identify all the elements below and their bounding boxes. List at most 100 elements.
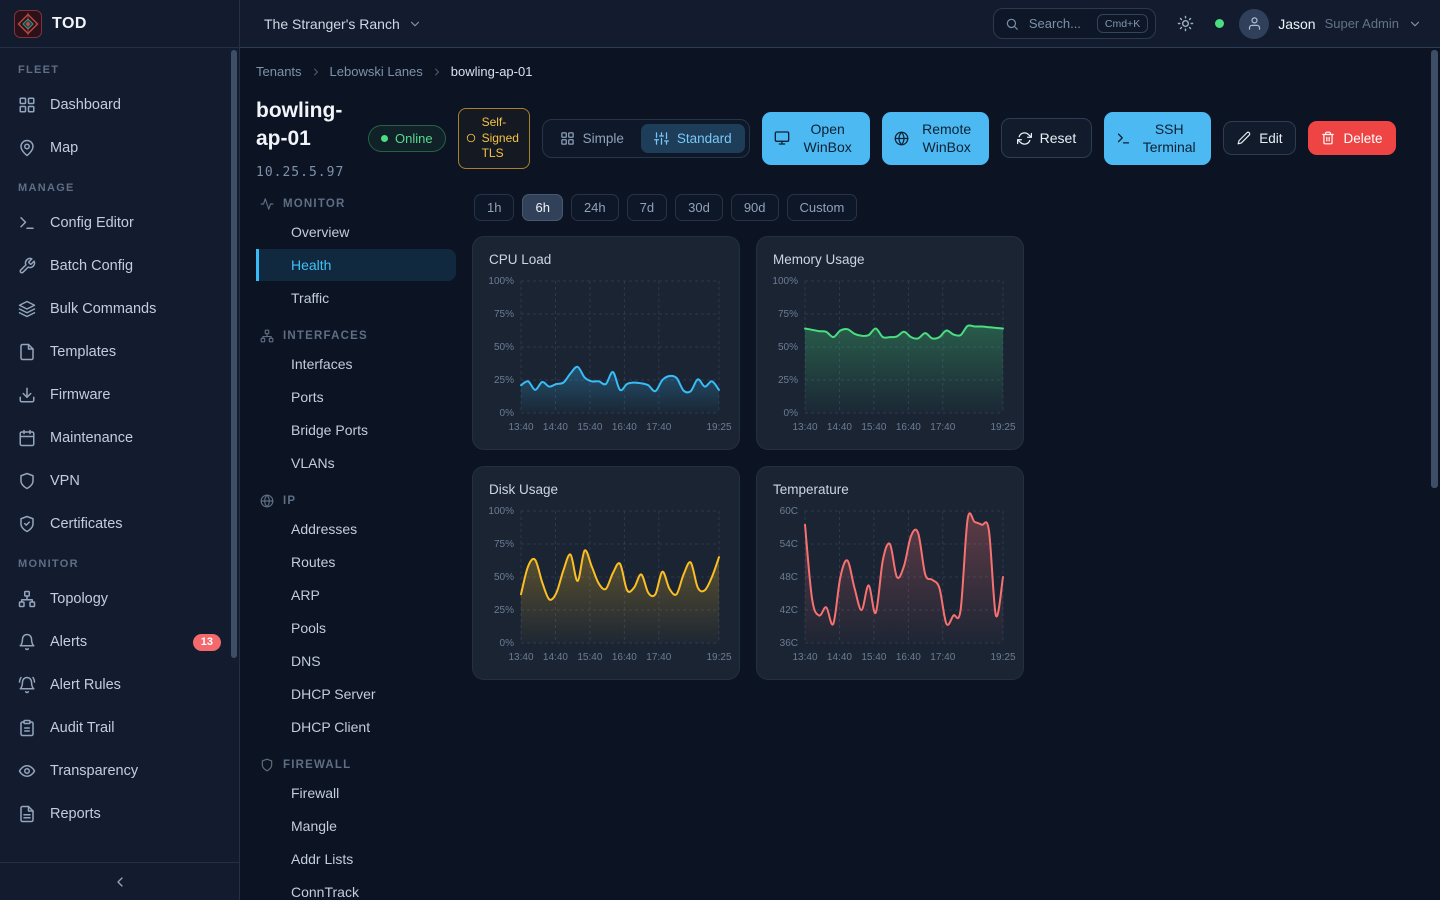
tenant-selector[interactable]: The Stranger's Ranch [258, 15, 428, 33]
sidebar-item-firmware[interactable]: Firmware [8, 375, 231, 415]
ssh-terminal-button[interactable]: SSH Terminal [1104, 112, 1211, 164]
view-mode-toggle: SimpleStandard [542, 119, 750, 158]
sidebar-item-bulk-commands[interactable]: Bulk Commands [8, 289, 231, 329]
sidebar-item-certificates[interactable]: Certificates [8, 504, 231, 544]
nav-section-manage: MANAGE [18, 182, 221, 194]
delete-button[interactable]: Delete [1308, 121, 1395, 155]
sidebar-item-vpn[interactable]: VPN [8, 461, 231, 501]
sidebar-nav: FLEETDashboardMapMANAGEConfig EditorBatc… [0, 48, 239, 862]
time-range-6h[interactable]: 6h [522, 194, 562, 221]
subnav-item-health[interactable]: Health [256, 249, 456, 281]
svg-text:54C: 54C [780, 539, 798, 550]
mode-option-standard[interactable]: Standard [641, 124, 745, 153]
time-range-30d[interactable]: 30d [675, 194, 723, 221]
svg-text:0%: 0% [784, 408, 799, 419]
subnav-item-routes[interactable]: Routes [256, 546, 456, 578]
map-pin-icon [18, 139, 36, 157]
svg-text:50%: 50% [494, 572, 514, 583]
app-title: TOD [52, 15, 87, 33]
reset-button[interactable]: Reset [1001, 118, 1093, 158]
subnav-item-dns[interactable]: DNS [256, 645, 456, 677]
svg-text:14:40: 14:40 [543, 422, 568, 433]
sidebar-item-config-editor[interactable]: Config Editor [8, 203, 231, 243]
svg-text:14:40: 14:40 [827, 652, 852, 663]
sidebar-item-label: Audit Trail [50, 720, 114, 736]
sidebar-item-audit-trail[interactable]: Audit Trail [8, 708, 231, 748]
delete-label: Delete [1343, 131, 1382, 146]
sidebar-scrollbar[interactable] [231, 50, 237, 658]
remote-winbox-button[interactable]: Remote WinBox [882, 112, 989, 164]
subnav-item-dhcp-client[interactable]: DHCP Client [256, 711, 456, 743]
subnav-item-overview[interactable]: Overview [256, 216, 456, 248]
time-range-custom[interactable]: Custom [787, 194, 858, 221]
sidebar-item-topology[interactable]: Topology [8, 579, 231, 619]
subnav-item-mangle[interactable]: Mangle [256, 810, 456, 842]
time-range-1h[interactable]: 1h [474, 194, 514, 221]
subnav-item-firewall[interactable]: Firewall [256, 777, 456, 809]
sliders-icon [654, 131, 669, 146]
subnav-item-conntrack[interactable]: ConnTrack [256, 876, 456, 900]
open-winbox-button[interactable]: Open WinBox [762, 112, 870, 164]
subnav-item-traffic[interactable]: Traffic [256, 282, 456, 314]
monitor-icon [774, 130, 790, 146]
sidebar-item-transparency[interactable]: Transparency [8, 751, 231, 791]
sidebar-item-maintenance[interactable]: Maintenance [8, 418, 231, 458]
subnav-item-vlans[interactable]: VLANs [256, 447, 456, 479]
subnav-item-addr-lists[interactable]: Addr Lists [256, 843, 456, 875]
search-field[interactable] [1027, 15, 1089, 32]
sidebar-item-batch-config[interactable]: Batch Config [8, 246, 231, 286]
alerts-count-badge: 13 [193, 634, 221, 651]
sidebar-item-map[interactable]: Map [8, 128, 231, 168]
main-scrollbar[interactable] [1431, 50, 1438, 488]
chart-grid: CPU Load100%75%50%25%0%13:4014:4015:4016… [472, 236, 1024, 680]
status-badge: Online [368, 125, 446, 152]
svg-text:16:40: 16:40 [612, 652, 637, 663]
sidebar-collapse-button[interactable] [0, 862, 239, 900]
bell-ring-icon [18, 676, 36, 694]
activity-icon [260, 197, 274, 211]
sidebar-item-label: Config Editor [50, 215, 134, 231]
time-range-90d[interactable]: 90d [731, 194, 779, 221]
sidebar-item-templates[interactable]: Templates [8, 332, 231, 372]
svg-text:13:40: 13:40 [508, 422, 533, 433]
time-range-7d[interactable]: 7d [627, 194, 667, 221]
svg-text:0%: 0% [500, 638, 515, 649]
theme-toggle-button[interactable] [1171, 14, 1200, 33]
chart-plot: 60C54C48C42C36C13:4014:4015:4016:4017:40… [771, 503, 1009, 667]
breadcrumb-tenants[interactable]: Tenants [256, 64, 302, 79]
sidebar-item-alert-rules[interactable]: Alert Rules [8, 665, 231, 705]
subnav-item-interfaces[interactable]: Interfaces [256, 348, 456, 380]
shield-icon [18, 472, 36, 490]
chevron-left-icon [112, 874, 128, 890]
search-input[interactable]: Cmd+K [993, 8, 1156, 39]
sidebar-item-label: Maintenance [50, 430, 133, 446]
subnav-item-addresses[interactable]: Addresses [256, 513, 456, 545]
svg-text:15:40: 15:40 [577, 652, 602, 663]
user-role: Super Admin [1325, 16, 1399, 31]
user-menu[interactable]: Jason Super Admin [1239, 9, 1422, 39]
sidebar-item-label: Topology [50, 591, 108, 607]
edit-button[interactable]: Edit [1223, 121, 1296, 155]
sidebar-item-dashboard[interactable]: Dashboard [8, 85, 231, 125]
subnav-item-ports[interactable]: Ports [256, 381, 456, 413]
chart-card-temperature: Temperature60C54C48C42C36C13:4014:4015:4… [756, 466, 1024, 680]
subnav-item-pools[interactable]: Pools [256, 612, 456, 644]
sidebar-item-alerts[interactable]: Alerts13 [8, 622, 231, 662]
body-row: MONITOROverviewHealthTrafficINTERFACESIn… [256, 182, 1420, 900]
svg-text:19:25: 19:25 [706, 652, 731, 663]
chart-plot: 100%75%50%25%0%13:4014:4015:4016:4017:40… [487, 273, 725, 437]
subnav-item-bridge-ports[interactable]: Bridge Ports [256, 414, 456, 446]
shield-check-icon [18, 515, 36, 533]
subnav-item-dhcp-server[interactable]: DHCP Server [256, 678, 456, 710]
layers-icon [18, 300, 36, 318]
svg-text:17:40: 17:40 [930, 652, 955, 663]
svg-text:48C: 48C [780, 572, 798, 583]
subnav-item-arp[interactable]: ARP [256, 579, 456, 611]
mode-option-simple[interactable]: Simple [547, 124, 637, 153]
sidebar-item-reports[interactable]: Reports [8, 794, 231, 834]
breadcrumb-tenant[interactable]: Lebowski Lanes [330, 64, 423, 79]
svg-text:19:25: 19:25 [990, 652, 1015, 663]
svg-text:15:40: 15:40 [861, 652, 886, 663]
terminal-icon [1116, 131, 1131, 146]
time-range-24h[interactable]: 24h [571, 194, 619, 221]
